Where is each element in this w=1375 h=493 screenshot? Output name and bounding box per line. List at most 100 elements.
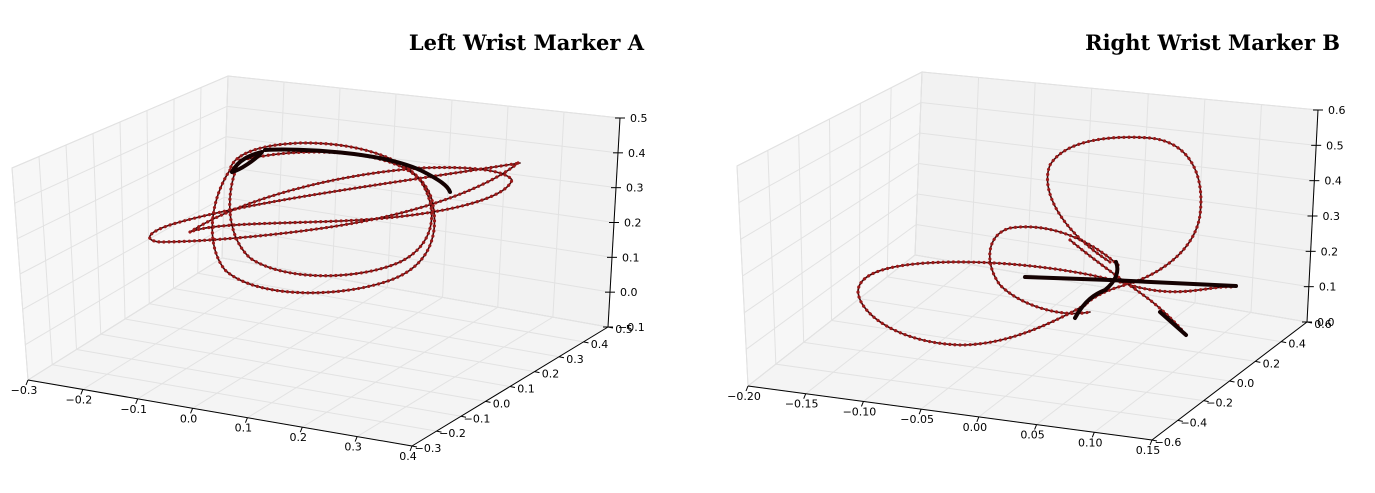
left-x-tickmark bbox=[244, 417, 248, 423]
left-trajectory-dense-segment bbox=[230, 147, 452, 194]
right-y-tick-label: −0.6 bbox=[1155, 436, 1182, 449]
right-x-tick-label: 0.05 bbox=[1020, 429, 1045, 442]
left-x-tickmark bbox=[135, 398, 139, 405]
chart-left: −0.3−0.2−0.10.00.10.20.30.4−0.3−0.2−0.10… bbox=[11, 30, 648, 463]
right-x-tick-label: −0.20 bbox=[727, 390, 761, 403]
right-y-tick-label: −0.4 bbox=[1180, 416, 1207, 429]
left-y-tickmark bbox=[534, 371, 540, 374]
left-x-tickmark bbox=[190, 408, 194, 414]
right-y-tickmark bbox=[1281, 341, 1287, 344]
left-x-tick-label: −0.2 bbox=[65, 393, 92, 406]
right-x-tickmark bbox=[803, 393, 807, 399]
left-y-tick-label: 0.4 bbox=[591, 338, 609, 351]
left-trajectory bbox=[148, 141, 522, 295]
left-x-tick-label: 0.3 bbox=[344, 441, 362, 454]
left-x-tickmark bbox=[25, 379, 29, 386]
left-z-gridline bbox=[14, 105, 619, 204]
left-x-tickmark bbox=[354, 436, 358, 442]
left-y-tick-label: 0.2 bbox=[542, 368, 560, 381]
left-ticks: −0.3−0.2−0.10.00.10.20.30.4−0.3−0.2−0.10… bbox=[11, 112, 648, 463]
right-z-gridline bbox=[744, 193, 1311, 314]
right-z-gridline bbox=[736, 71, 1319, 167]
left-z-tick-label: 0.3 bbox=[626, 182, 644, 195]
left-y-tick-label: 0.3 bbox=[566, 353, 584, 366]
left-x-tick-label: 0.1 bbox=[235, 422, 253, 435]
left-z-gridline bbox=[22, 196, 613, 310]
right-y-tickmark bbox=[1177, 419, 1183, 422]
left-x-tick-label: −0.3 bbox=[11, 384, 38, 397]
right-y-tick-label: 0.4 bbox=[1288, 338, 1306, 351]
left-x-tickmark bbox=[299, 426, 303, 433]
left-y-tick-label: 0.0 bbox=[493, 397, 511, 410]
right-y-tickmark bbox=[1203, 400, 1209, 403]
right-trajectory bbox=[856, 135, 1238, 347]
right-x-tickmark bbox=[860, 401, 864, 407]
left-y-tickmark bbox=[460, 415, 467, 418]
left-z-gridline bbox=[11, 75, 621, 169]
right-trajectory-lower-loop-markers bbox=[856, 260, 1234, 347]
right-y-tick-label: 0.2 bbox=[1263, 357, 1281, 370]
left-z-tick-label: −0.1 bbox=[618, 321, 645, 334]
right-z-gridline bbox=[740, 132, 1315, 240]
left-chart-title: Left Wrist Marker A bbox=[409, 30, 645, 55]
left-y-tickmark bbox=[583, 341, 589, 344]
left-y-tickmark bbox=[509, 386, 516, 388]
right-ticks: −0.20 −0.15 −0.10 −0.05 0.00 0.05 0.10 0.15−0.6… bbox=[727, 104, 1345, 457]
right-z-gridline bbox=[738, 101, 1317, 204]
left-z-tick-label: 0.2 bbox=[624, 217, 642, 230]
left-y-tick-label: −0.1 bbox=[464, 412, 491, 425]
right-x-tick-label: −0.05 bbox=[900, 413, 934, 426]
left-y-tickmark bbox=[411, 445, 418, 448]
right-x-tick-label: 0.00 bbox=[963, 421, 988, 434]
left-y-tick-label: −0.3 bbox=[415, 442, 442, 455]
left-z-tick-label: 0.1 bbox=[622, 251, 640, 264]
left-x-axis bbox=[27, 379, 413, 447]
left-trajectory-loop-4-markers bbox=[188, 165, 514, 234]
right-x-axis bbox=[747, 385, 1153, 441]
right-trajectory-dense-segment bbox=[1023, 260, 1238, 337]
left-y-tick-label: −0.2 bbox=[439, 427, 466, 440]
left-trajectory-loop-3-markers bbox=[228, 150, 434, 278]
right-x-tickmark bbox=[918, 408, 922, 415]
right-z-tick-label: 0.3 bbox=[1323, 210, 1341, 223]
left-x-tick-label: 0.0 bbox=[180, 412, 198, 425]
right-x-tick-label: 0.15 bbox=[1136, 444, 1161, 457]
right-trajectory-middle-loop-markers bbox=[988, 225, 1120, 316]
right-trajectory-diagonal-markers bbox=[1068, 238, 1188, 337]
right-x-tick-label: 0.10 bbox=[1078, 436, 1103, 449]
left-z-gridline bbox=[25, 227, 611, 346]
chart-right: −0.20 −0.15 −0.10 −0.05 0.00 0.05 0.10 0.15−0.6… bbox=[727, 30, 1345, 457]
right-z-tick-label: 0.4 bbox=[1324, 175, 1342, 188]
right-z-tick-label: 0.2 bbox=[1321, 245, 1339, 258]
right-y-tickmark bbox=[1229, 380, 1235, 383]
left-y-tick-label: 0.5 bbox=[615, 323, 633, 336]
right-x-tickmark bbox=[745, 385, 749, 392]
right-z-tick-label: 0.6 bbox=[1328, 104, 1346, 117]
left-x-tickmark bbox=[80, 389, 84, 395]
left-trajectory-loop-1-markers bbox=[148, 161, 522, 244]
left-trajectory-loop-2-markers bbox=[210, 141, 437, 295]
right-x-tick-label: −0.15 bbox=[785, 398, 819, 411]
right-y-tickmark bbox=[1255, 360, 1261, 363]
right-y-tick-label: 0.0 bbox=[1237, 377, 1255, 390]
right-chart-title: Right Wrist Marker B bbox=[1085, 30, 1340, 55]
right-z-gridline bbox=[747, 254, 1308, 387]
right-z-gridline bbox=[745, 223, 1309, 350]
left-y-tick-label: 0.1 bbox=[517, 383, 535, 396]
left-z-gridline bbox=[27, 257, 609, 381]
right-x-tick-label: −0.10 bbox=[843, 405, 877, 418]
right-z-tick-label: 0.1 bbox=[1319, 281, 1337, 294]
left-x-tick-label: −0.1 bbox=[120, 403, 147, 416]
left-y-tickmark bbox=[485, 400, 491, 403]
left-y-tickmark bbox=[436, 430, 442, 433]
right-x-tickmark bbox=[1149, 439, 1153, 446]
left-z-tick-label: 0.0 bbox=[620, 286, 638, 299]
right-x-tickmark bbox=[976, 416, 980, 423]
right-x-tickmark bbox=[1091, 432, 1095, 438]
left-z-tick-label: 0.5 bbox=[630, 112, 648, 125]
right-y-tick-label: −0.2 bbox=[1206, 397, 1233, 410]
right-y-tick-label: 0.6 bbox=[1314, 318, 1332, 331]
right-z-tick-label: 0.0 bbox=[1317, 316, 1335, 329]
left-x-tick-label: 0.4 bbox=[399, 450, 417, 463]
left-x-tick-label: 0.2 bbox=[290, 431, 308, 444]
